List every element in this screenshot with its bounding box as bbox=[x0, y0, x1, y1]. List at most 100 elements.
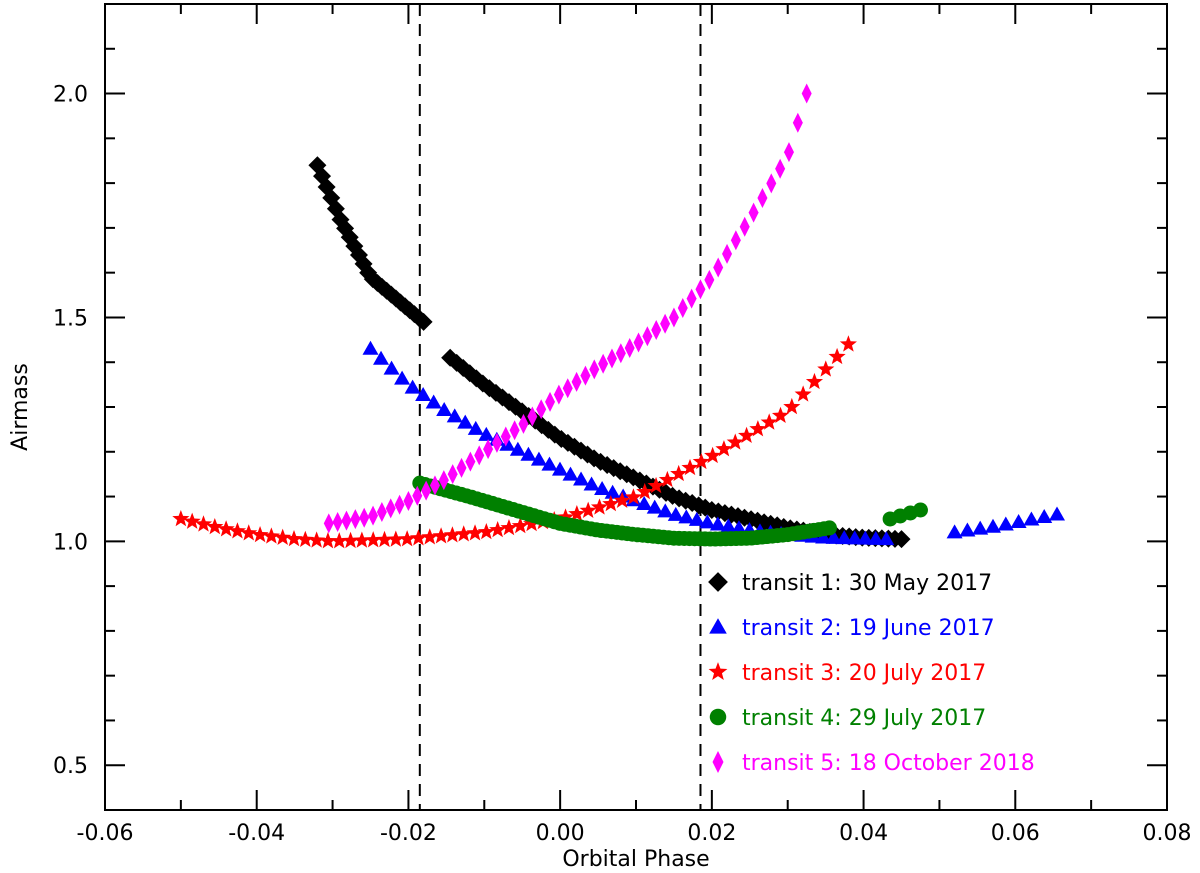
data-point bbox=[332, 511, 343, 532]
data-point bbox=[455, 525, 473, 542]
data-point bbox=[262, 527, 280, 544]
data-point bbox=[368, 505, 379, 526]
data-point bbox=[590, 498, 609, 515]
y-tick-label: 1.0 bbox=[53, 530, 88, 555]
data-point bbox=[350, 509, 361, 530]
legend-marker-5 bbox=[712, 751, 724, 773]
data-point bbox=[477, 523, 495, 540]
data-point bbox=[319, 532, 337, 549]
data-point bbox=[536, 399, 547, 420]
data-point bbox=[562, 378, 573, 399]
data-point bbox=[520, 446, 537, 461]
data-point bbox=[642, 326, 653, 347]
data-point bbox=[362, 340, 379, 355]
data-point bbox=[1010, 514, 1027, 529]
data-point bbox=[568, 505, 586, 522]
data-point bbox=[972, 520, 989, 535]
data-point bbox=[518, 413, 529, 434]
data-point bbox=[636, 482, 654, 500]
data-point bbox=[794, 385, 812, 402]
data-point bbox=[383, 360, 400, 375]
x-tick-label: 0.08 bbox=[1143, 821, 1192, 846]
data-point bbox=[739, 216, 750, 237]
data-point bbox=[436, 401, 453, 416]
data-point bbox=[722, 243, 733, 264]
data-point bbox=[959, 522, 976, 537]
data-point bbox=[541, 456, 558, 471]
data-point bbox=[598, 353, 609, 374]
data-series bbox=[172, 83, 1066, 549]
x-tick-label: 0.00 bbox=[536, 821, 585, 846]
data-point bbox=[857, 530, 874, 545]
data-point bbox=[704, 446, 722, 464]
data-point bbox=[589, 359, 600, 380]
data-point bbox=[375, 530, 394, 548]
data-point bbox=[695, 279, 706, 300]
reference-lines bbox=[418, 4, 702, 810]
legend-marker-4 bbox=[709, 708, 727, 726]
data-point bbox=[217, 520, 235, 537]
data-point bbox=[285, 530, 303, 547]
data-point bbox=[668, 307, 679, 328]
data-point bbox=[394, 494, 405, 515]
data-point bbox=[323, 513, 334, 534]
data-point bbox=[878, 531, 895, 546]
data-point bbox=[446, 408, 463, 423]
data-point bbox=[1049, 506, 1066, 521]
data-point bbox=[228, 522, 246, 539]
legend: transit 1: 30 May 2017 transit 2: 19 June… bbox=[708, 571, 1035, 776]
data-point bbox=[657, 503, 674, 518]
data-point bbox=[709, 516, 726, 531]
data-point bbox=[579, 501, 597, 518]
data-point bbox=[658, 470, 676, 488]
y-tick-label: 2.0 bbox=[53, 83, 88, 108]
data-point bbox=[613, 491, 631, 508]
data-point bbox=[602, 494, 620, 512]
data-point bbox=[551, 461, 568, 476]
data-point bbox=[251, 526, 269, 543]
data-point bbox=[775, 158, 786, 179]
data-point bbox=[206, 517, 224, 535]
data-point bbox=[604, 484, 621, 499]
data-point bbox=[692, 452, 710, 470]
data-point bbox=[677, 298, 688, 319]
data-point bbox=[1036, 508, 1053, 523]
data-point bbox=[720, 518, 737, 533]
data-point bbox=[342, 531, 360, 549]
data-point bbox=[792, 112, 803, 133]
data-point bbox=[308, 531, 326, 548]
data-point bbox=[438, 470, 449, 491]
data-point bbox=[801, 83, 812, 104]
data-point bbox=[571, 371, 582, 392]
data-point bbox=[499, 436, 516, 451]
data-point bbox=[172, 509, 190, 527]
data-point bbox=[726, 433, 744, 450]
data-point bbox=[421, 480, 432, 501]
data-point bbox=[509, 441, 526, 456]
data-point bbox=[715, 440, 733, 457]
data-point bbox=[545, 391, 556, 412]
data-point bbox=[730, 230, 741, 251]
data-point bbox=[194, 515, 213, 532]
data-point bbox=[783, 397, 801, 415]
data-point bbox=[821, 520, 837, 536]
data-point bbox=[403, 491, 414, 512]
data-point bbox=[633, 332, 644, 353]
x-axis-title: Orbital Phase bbox=[562, 847, 709, 872]
data-point bbox=[624, 488, 642, 505]
legend-label-3: transit 3: 20 July 2017 bbox=[742, 661, 986, 686]
data-point bbox=[839, 335, 857, 352]
data-point bbox=[373, 350, 390, 365]
x-tick-label: 0.02 bbox=[687, 821, 736, 846]
data-point bbox=[387, 530, 405, 547]
data-point bbox=[985, 518, 1002, 533]
data-point bbox=[491, 432, 502, 453]
legend-marker-2 bbox=[709, 618, 727, 634]
data-point bbox=[686, 288, 697, 309]
data-point bbox=[429, 475, 440, 496]
data-point bbox=[412, 485, 423, 506]
data-point bbox=[748, 202, 759, 223]
legend-marker-1 bbox=[708, 572, 728, 592]
data-point bbox=[766, 173, 777, 194]
data-point bbox=[580, 365, 591, 386]
